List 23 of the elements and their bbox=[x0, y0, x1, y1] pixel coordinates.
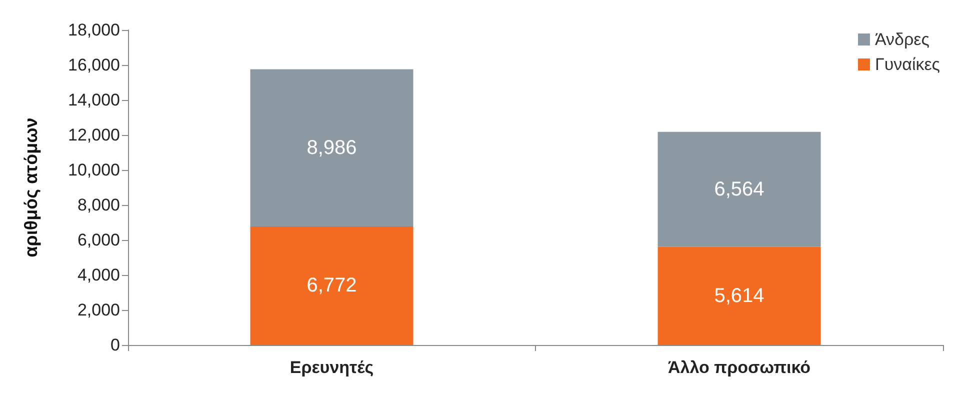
y-tick-label: 14,000 bbox=[68, 90, 120, 110]
bar bbox=[658, 132, 821, 247]
y-tick-label: 18,000 bbox=[68, 20, 120, 40]
legend-label: Γυναίκες bbox=[874, 55, 940, 74]
data-label: 5,614 bbox=[714, 284, 764, 307]
bar bbox=[658, 246, 821, 345]
y-tick-label: 16,000 bbox=[68, 56, 120, 74]
y-tick-label: 6,000 bbox=[77, 230, 120, 250]
x-tick-label: Ερευνητές bbox=[290, 358, 374, 377]
y-tick-label: 10,000 bbox=[68, 160, 120, 180]
data-label: 8,986 bbox=[306, 136, 357, 159]
y-tick-label: 4,000 bbox=[77, 266, 120, 284]
y-tick-label: 0 bbox=[110, 336, 120, 354]
y-tick-label: 8,000 bbox=[77, 196, 120, 214]
y-tick-label: 2,000 bbox=[77, 300, 120, 320]
x-tick-label: Άλλο προσωπικό bbox=[668, 358, 811, 377]
data-label: 6,564 bbox=[714, 178, 764, 200]
y-tick-label: 12,000 bbox=[68, 126, 120, 144]
legend-label: Άνδρες bbox=[874, 30, 930, 49]
data-label: 6,772 bbox=[306, 274, 357, 297]
bar bbox=[250, 226, 414, 345]
bar bbox=[250, 69, 414, 226]
y-axis-title: αριθμός ατόμων bbox=[21, 118, 41, 258]
